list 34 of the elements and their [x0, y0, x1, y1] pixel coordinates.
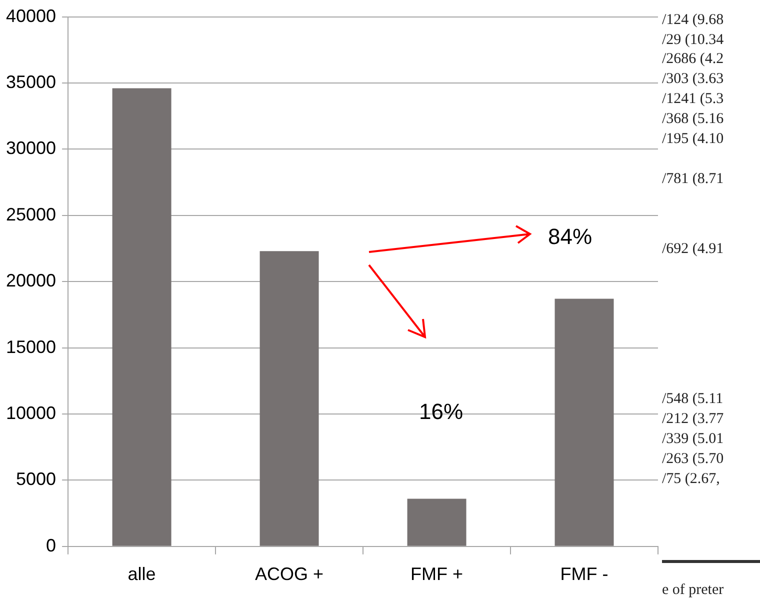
- bar: [554, 298, 614, 546]
- y-tick-label: 30000: [6, 138, 56, 158]
- y-tick-label: 10000: [6, 402, 56, 423]
- x-tick-label: FMF +: [410, 564, 464, 584]
- text: /124 (9.68: [662, 12, 724, 29]
- bar: [260, 251, 319, 546]
- y-tick-label: 0: [46, 535, 56, 556]
- text: /303 (3.63: [662, 71, 724, 88]
- y-tick-label: 20000: [6, 270, 56, 291]
- text: /548 (5.11: [662, 391, 724, 408]
- text: /2686 (4.2: [662, 51, 724, 68]
- x-tick-label: FMF -: [560, 564, 608, 584]
- bar: [407, 498, 466, 546]
- annotation: 84%: [548, 224, 592, 250]
- y-tick-label: 35000: [6, 72, 56, 92]
- text: /75 (2.67,: [662, 471, 720, 488]
- text: /368 (5.16: [662, 111, 724, 128]
- bar: [112, 88, 172, 546]
- annotation: 16%: [419, 399, 464, 425]
- x-tick-label: ACOG +: [255, 564, 324, 584]
- text: /29 (10.34: [662, 32, 724, 49]
- y-tick-label: 15000: [6, 336, 56, 357]
- text: /692 (4.91: [662, 241, 724, 258]
- y-tick-label: 40000: [6, 6, 56, 26]
- text: /212 (3.77: [662, 411, 724, 428]
- y-tick-label: 5000: [16, 469, 56, 490]
- text: /339 (5.01: [662, 431, 724, 448]
- text: /781 (8.71: [662, 171, 724, 188]
- x-tick-label: alle: [128, 564, 156, 584]
- text: /195 (4.10: [662, 131, 724, 148]
- text: /263 (5.70: [662, 451, 724, 468]
- text: e of preter: [662, 582, 724, 598]
- text: /1241 (5.3: [662, 91, 724, 108]
- y-tick-label: 25000: [6, 204, 56, 224]
